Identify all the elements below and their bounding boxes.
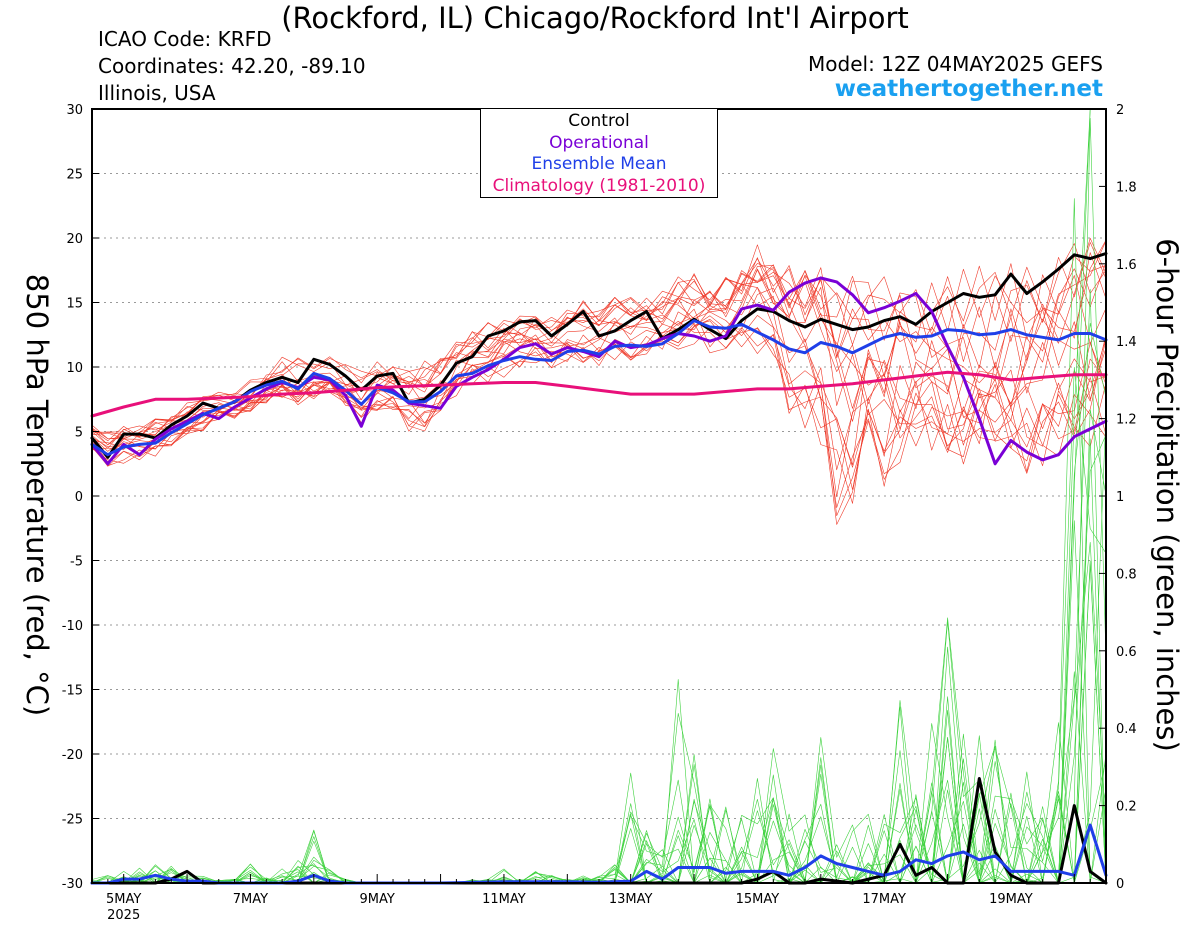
temp-member-line bbox=[91, 244, 1107, 448]
y-tick-label: 30 bbox=[66, 103, 83, 118]
axes: 302520151050-5-10-15-20-25-3021.81.61.41… bbox=[62, 103, 1137, 923]
y2-tick-label: 0.6 bbox=[1116, 645, 1137, 660]
y-tick-label: -30 bbox=[62, 877, 83, 892]
y-tick-label: -20 bbox=[62, 748, 83, 763]
x-tick-label: 15MAY bbox=[736, 892, 780, 907]
y-tick-label: 0 bbox=[75, 490, 83, 505]
temp-ensemble-mean-line bbox=[90, 319, 1108, 457]
y-tick-label: 10 bbox=[66, 361, 83, 376]
coordinates: Coordinates: 42.20, -89.10 bbox=[98, 54, 366, 78]
y2-tick-label: 2 bbox=[1116, 103, 1124, 118]
y2-tick-label: 1.2 bbox=[1116, 413, 1137, 428]
temp-member-line bbox=[91, 269, 1107, 462]
temp-member-line bbox=[91, 243, 1107, 525]
precip-member-line bbox=[91, 108, 1107, 884]
y2-tick-label: 1 bbox=[1116, 490, 1124, 505]
temp-member-line bbox=[91, 268, 1107, 498]
y2-tick-label: 1.6 bbox=[1116, 258, 1137, 273]
x-tick-label: 19MAY bbox=[989, 892, 1033, 907]
temp-member-line bbox=[91, 252, 1107, 465]
precip-member-line bbox=[91, 409, 1107, 884]
temp-member-line bbox=[91, 266, 1107, 471]
y-axis-label-left: 850 hPa Temperature (red, °C) bbox=[20, 273, 54, 717]
x-tick-label: 11MAY bbox=[482, 892, 526, 907]
x-tick-label: 9MAY bbox=[360, 892, 395, 907]
legend: Control Operational Ensemble Mean Climat… bbox=[480, 108, 718, 198]
temp-member-line bbox=[91, 240, 1107, 453]
y-tick-label: 5 bbox=[75, 426, 83, 441]
temp-control-line bbox=[90, 252, 1108, 459]
gridlines bbox=[92, 173, 1106, 819]
legend-operational: Operational bbox=[549, 132, 649, 153]
temp-member-line bbox=[91, 282, 1107, 468]
precip-members bbox=[91, 108, 1107, 884]
y2-tick-label: 0 bbox=[1116, 877, 1124, 892]
site-name: weathertogether.net bbox=[834, 76, 1103, 102]
y-tick-label: -25 bbox=[62, 813, 83, 828]
plot-frame bbox=[91, 108, 1107, 884]
precip-member-line bbox=[91, 434, 1107, 884]
y2-tick-label: 0.4 bbox=[1116, 722, 1137, 737]
y-axis-label-right: 6-hour Precipitation (green, inches) bbox=[1150, 238, 1184, 752]
y2-tick-label: 0.8 bbox=[1116, 567, 1137, 582]
y2-tick-label: 1.8 bbox=[1116, 180, 1137, 195]
legend-climatology: Climatology (1981-2010) bbox=[492, 175, 706, 196]
icao-code: ICAO Code: KRFD bbox=[98, 27, 272, 51]
temp-operational-line bbox=[90, 276, 1108, 466]
precip-member-line bbox=[91, 411, 1107, 884]
temp-member-line bbox=[91, 255, 1107, 491]
chart-title: (Rockford, IL) Chicago/Rockford Int'l Ai… bbox=[281, 1, 909, 35]
x-tick-label: 7MAY bbox=[233, 892, 268, 907]
y-tick-label: 20 bbox=[66, 232, 83, 247]
temp-climatology-line bbox=[90, 370, 1108, 418]
precip-member-line bbox=[91, 366, 1107, 884]
precip-member-line bbox=[91, 198, 1107, 884]
location: Illinois, USA bbox=[98, 81, 216, 105]
model-run: Model: 12Z 04MAY2025 GEFS bbox=[808, 52, 1103, 76]
x-tick-label: 5MAY bbox=[106, 892, 141, 907]
x-year-label: 2025 bbox=[107, 908, 140, 923]
y-tick-label: -10 bbox=[62, 619, 83, 634]
y-tick-label: 25 bbox=[66, 168, 83, 183]
temp-member-line bbox=[91, 263, 1107, 472]
precip-member-line bbox=[91, 108, 1107, 884]
temp-members bbox=[91, 237, 1107, 525]
series-lines bbox=[90, 252, 1108, 885]
y2-tick-label: 0.2 bbox=[1116, 800, 1137, 815]
y-tick-label: 15 bbox=[66, 297, 83, 312]
legend-ensemble-mean: Ensemble Mean bbox=[531, 154, 667, 174]
y2-tick-label: 1.4 bbox=[1116, 335, 1137, 350]
x-tick-label: 17MAY bbox=[862, 892, 906, 907]
legend-control: Control bbox=[568, 111, 630, 131]
y-tick-label: -5 bbox=[70, 555, 83, 570]
x-tick-label: 13MAY bbox=[609, 892, 653, 907]
precip-member-line bbox=[91, 438, 1107, 884]
y-tick-label: -15 bbox=[62, 684, 83, 699]
temp-member-line bbox=[91, 242, 1107, 504]
